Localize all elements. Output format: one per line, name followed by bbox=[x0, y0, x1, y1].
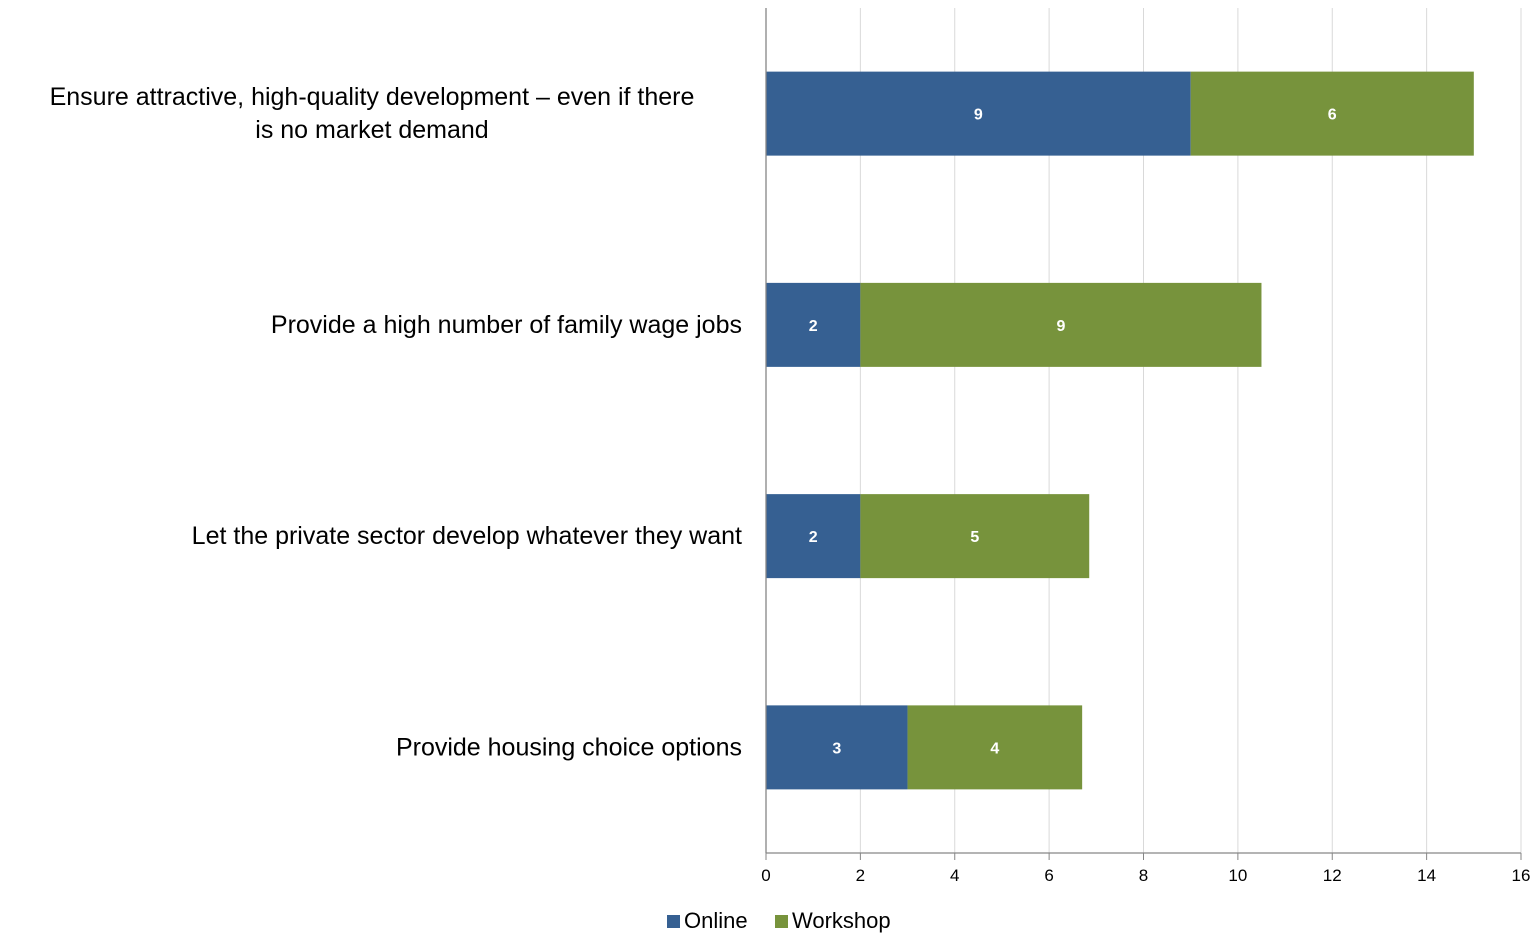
bar-workshop bbox=[860, 494, 1090, 579]
category-label: Provide housing choice options bbox=[396, 733, 742, 761]
data-label: 5 bbox=[970, 529, 979, 546]
bar-online bbox=[766, 71, 1191, 156]
data-label: 2 bbox=[809, 318, 818, 335]
x-tick-label: 2 bbox=[856, 866, 865, 885]
category-label: Let the private sector develop whatever … bbox=[192, 522, 742, 550]
x-tick-label: 6 bbox=[1044, 866, 1053, 885]
category-label: Provide a high number of family wage job… bbox=[271, 311, 742, 339]
x-tick-label: 10 bbox=[1228, 866, 1247, 885]
legend-swatch-online bbox=[667, 915, 680, 928]
legend-label-online: Online bbox=[684, 908, 748, 933]
legend-swatch-workshop bbox=[775, 915, 788, 928]
legend-label-workshop: Workshop bbox=[792, 908, 891, 933]
data-label: 6 bbox=[1328, 107, 1337, 124]
data-label: 2 bbox=[809, 529, 818, 546]
axes: 0 2 4 6 8 10 12 14 16 bbox=[761, 8, 1530, 885]
bar-workshop bbox=[860, 282, 1262, 367]
data-label: 3 bbox=[832, 740, 841, 757]
legend: Online Workshop bbox=[667, 908, 891, 933]
data-label: 4 bbox=[990, 740, 999, 757]
bar-online bbox=[766, 282, 861, 367]
x-tick-label: 4 bbox=[950, 866, 959, 885]
bars: 9 6 2 9 2 5 3 4 bbox=[766, 71, 1474, 790]
category-label: Ensure attractive, high-quality developm… bbox=[50, 83, 695, 111]
category-labels: Ensure attractive, high-quality developm… bbox=[50, 83, 742, 761]
data-label: 9 bbox=[974, 107, 983, 124]
x-tick-label: 0 bbox=[761, 866, 770, 885]
x-tick-label: 16 bbox=[1512, 866, 1531, 885]
category-label: is no market demand bbox=[255, 116, 488, 144]
bar-workshop bbox=[907, 705, 1083, 790]
data-label: 9 bbox=[1056, 318, 1065, 335]
bar-online bbox=[766, 705, 908, 790]
bar-online bbox=[766, 494, 861, 579]
x-tick-label: 14 bbox=[1417, 866, 1436, 885]
x-tick-label: 8 bbox=[1139, 866, 1148, 885]
bar-workshop bbox=[1190, 71, 1474, 156]
x-tick-label: 12 bbox=[1323, 866, 1342, 885]
